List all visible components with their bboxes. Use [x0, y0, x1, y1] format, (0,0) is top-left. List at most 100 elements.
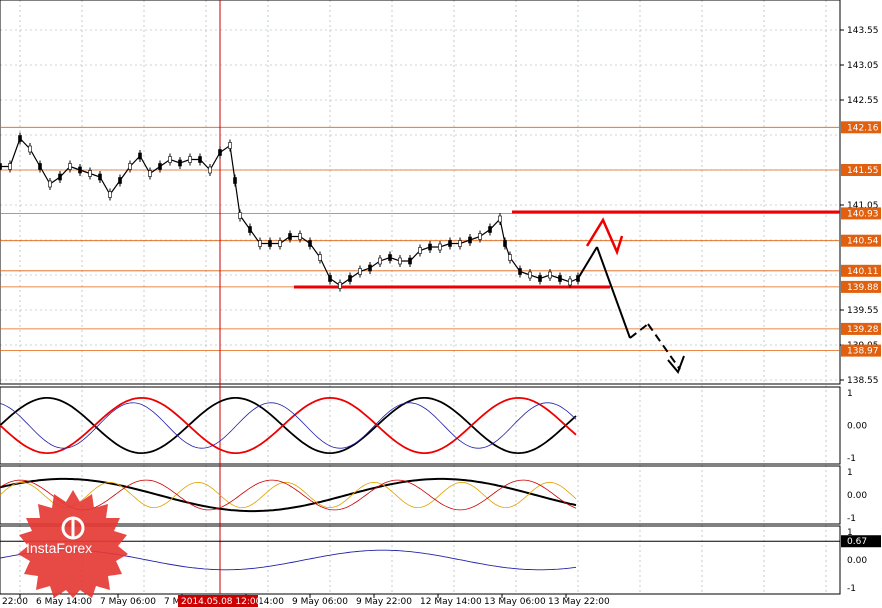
- candle-body: [88, 170, 92, 177]
- candle-body: [568, 278, 572, 286]
- candle-body: [258, 240, 262, 247]
- candle-body: [398, 257, 402, 265]
- candle-body: [388, 254, 392, 261]
- y-tick-label: 139.55: [847, 306, 879, 316]
- candle-body: [468, 236, 472, 244]
- candle-body: [238, 212, 242, 219]
- candle-body: [458, 240, 462, 247]
- y-tick-label: 0.00: [847, 556, 867, 566]
- candle-body: [108, 191, 112, 198]
- forecast-segment: [596, 246, 631, 339]
- candle-body: [518, 268, 522, 275]
- x-tick-label: 9 May 22:00: [356, 597, 412, 607]
- x-tick-label: 7 May 06:00: [100, 597, 156, 607]
- candle-body: [118, 177, 122, 184]
- oscillator-2-lines: [0, 477, 577, 513]
- candle-body: [168, 156, 172, 163]
- price-badge-label: 140.93: [847, 209, 879, 219]
- candle-body: [478, 233, 482, 240]
- candle-body: [338, 282, 342, 289]
- x-tick-label: 9 May 06:00: [292, 597, 348, 607]
- candle-body: [18, 135, 22, 142]
- price-badge: [841, 121, 881, 134]
- forecast-arrows: [577, 217, 685, 374]
- candle-body: [548, 271, 552, 279]
- y-tick-label: 141.05: [847, 201, 879, 211]
- y-tick-label: -1: [847, 584, 856, 594]
- y-tick-label: 143.05: [847, 61, 879, 71]
- candle-body: [188, 156, 192, 163]
- forecast-segment: [647, 323, 681, 371]
- candle-body: [288, 233, 292, 240]
- candle-body: [503, 240, 507, 247]
- candle-body: [538, 275, 542, 282]
- price-badge-label: 141.55: [847, 166, 879, 176]
- candle-body: [558, 275, 562, 282]
- level-badge: [841, 535, 881, 548]
- candle-body: [233, 177, 237, 184]
- osc1-blue-line: [0, 402, 577, 449]
- price-series: [0, 132, 580, 292]
- candle-body: [368, 264, 372, 272]
- candle-body: [8, 163, 12, 170]
- price-badge: [841, 207, 881, 220]
- candle-body: [68, 163, 72, 170]
- y-tick-label: 143.55: [847, 26, 879, 36]
- x-tick-label: 13 May 06:00: [484, 597, 546, 607]
- price-badge: [841, 264, 881, 277]
- candle-body: [128, 163, 132, 170]
- price-badge: [841, 234, 881, 247]
- candle-body: [298, 233, 302, 240]
- candle-body: [448, 240, 452, 247]
- price-badge: [841, 280, 881, 293]
- y-tick-label: 1: [847, 468, 853, 478]
- main-panel-frame: [0, 0, 841, 385]
- y-tick-label: 138.55: [847, 376, 879, 386]
- candle-body: [58, 173, 62, 181]
- candle-body: [418, 247, 422, 254]
- forecast-segment: [629, 323, 649, 339]
- x-tick-label: 6 May 14:00: [36, 597, 92, 607]
- highlighted-time-label: 2014.05.08 12:00: [181, 597, 262, 607]
- osc1-red-line: [0, 396, 577, 455]
- candle-body: [0, 163, 2, 170]
- candle-body: [138, 152, 142, 160]
- y-tick-label: 1: [847, 389, 853, 399]
- price-badge-label: 140.11: [847, 267, 879, 277]
- forecast-segment: [577, 246, 598, 280]
- osc2-black-line: [0, 477, 577, 513]
- price-badges: 142.16 141.55 140.93 140.54 140.11 139.88 139.…: [841, 121, 881, 357]
- forecast-red-arrow: [585, 217, 624, 256]
- osc1-black-line: [0, 397, 577, 455]
- y-tick-label: 0.00: [847, 491, 867, 501]
- candle-body: [148, 170, 152, 177]
- candle-body: [318, 254, 322, 261]
- candle-body: [228, 142, 232, 149]
- candle-body: [528, 271, 532, 279]
- instaforex-logo: [18, 490, 128, 598]
- oscillator-panel-3: [0, 525, 841, 595]
- candle-body: [308, 240, 312, 247]
- candle-body: [328, 275, 332, 282]
- price-badge-label: 142.16: [847, 123, 879, 133]
- level-badge-label: 0.67: [847, 537, 867, 547]
- forecast-arrow-head: [667, 355, 685, 374]
- price-badge-label: 140.54: [847, 237, 879, 247]
- y-tick-label: 1: [847, 528, 853, 538]
- candle-body: [268, 240, 272, 247]
- candle-body: [358, 268, 362, 275]
- x-axis-ticks: 22:006 May 14:007 May 06:007 May 22:008 …: [2, 594, 610, 607]
- osc2-red-line: [0, 479, 577, 511]
- price-badge: [841, 322, 881, 335]
- price-badge-label: 138.97: [847, 347, 879, 357]
- price-badge: [841, 344, 881, 357]
- candle-body: [428, 243, 432, 251]
- candle-body: [158, 163, 162, 170]
- candle-body: [508, 254, 512, 261]
- candle-body: [498, 215, 502, 223]
- price-line: [0, 137, 579, 287]
- candle-body: [218, 149, 222, 156]
- logo-starburst: [18, 490, 128, 598]
- x-tick-label: 22:00: [2, 597, 28, 607]
- candle-body: [38, 163, 42, 170]
